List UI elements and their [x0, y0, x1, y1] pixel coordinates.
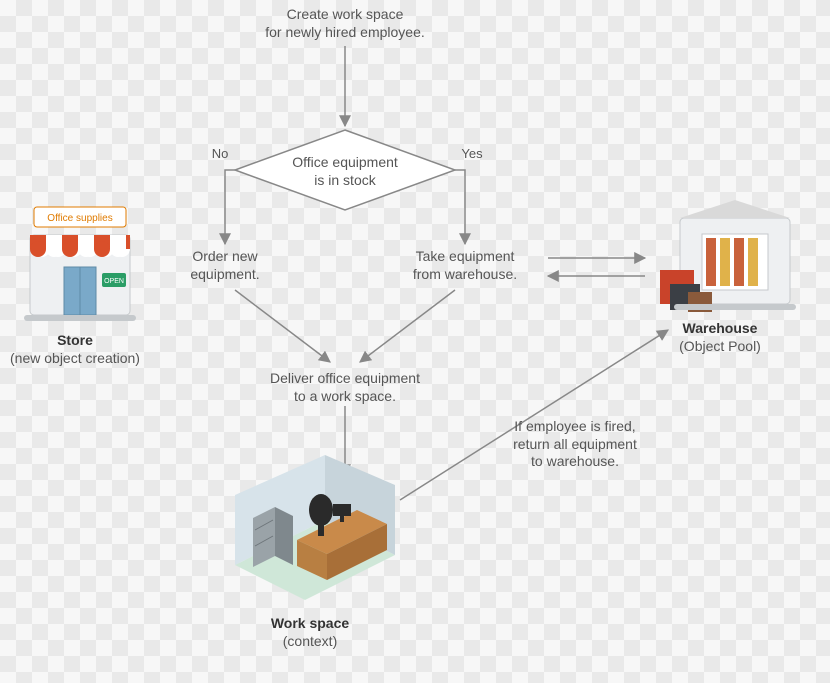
edge-decision-no — [225, 170, 235, 244]
warehouse-icon — [660, 200, 796, 312]
workspace-caption: Work space (context) — [230, 615, 390, 650]
order-text: Order new equipment. — [165, 248, 285, 283]
store-open-text: OPEN — [104, 278, 124, 285]
store-sign-text: Office supplies — [47, 213, 112, 224]
edge-order-to-deliver — [235, 290, 330, 362]
workspace-icon — [235, 455, 395, 600]
store-caption: Store (new object creation) — [0, 332, 155, 367]
take-text: Take equipment from warehouse. — [390, 248, 540, 283]
edge-workspace-to-warehouse — [400, 330, 668, 500]
warehouse-caption: Warehouse (Object Pool) — [650, 320, 790, 355]
deliver-text: Deliver office equipment to a work space… — [235, 370, 455, 405]
decision-no-label: No — [200, 146, 240, 162]
start-text: Create work space for newly hired employ… — [235, 6, 455, 41]
edge-take-to-deliver — [360, 290, 455, 362]
store-icon: Office supplies OPEN — [24, 207, 136, 321]
edge-decision-yes — [455, 170, 465, 244]
return-note-text: If employee is fired, return all equipme… — [475, 418, 675, 471]
decision-text: Office equipment is in stock — [260, 154, 430, 189]
decision-yes-label: Yes — [452, 146, 492, 162]
